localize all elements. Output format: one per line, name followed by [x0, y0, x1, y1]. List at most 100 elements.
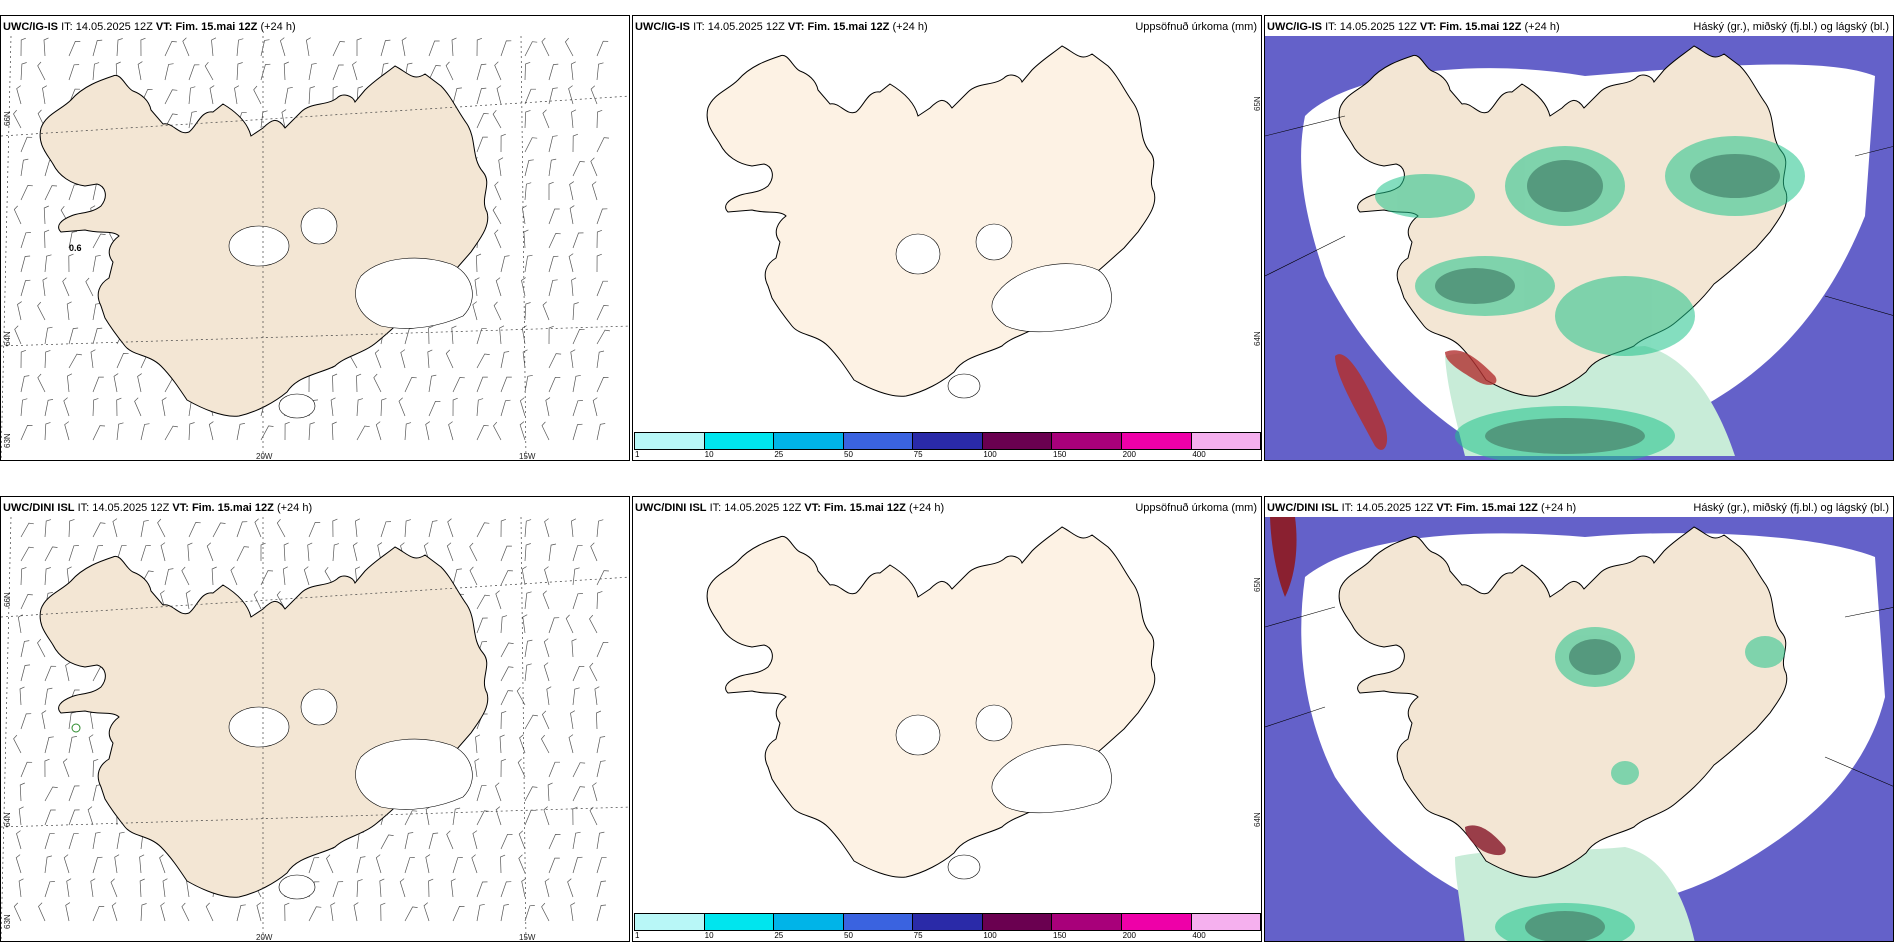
lat-label-66n: 66N — [3, 111, 12, 126]
wind-barb — [499, 734, 505, 754]
wind-barb — [68, 327, 79, 345]
colorbar-ticks: 1 10 25 50 75 100 150 200 400 — [634, 450, 1261, 460]
wind-barb — [542, 590, 550, 610]
wind-barb — [92, 784, 102, 802]
wind-barb — [211, 37, 217, 57]
wind-barb — [332, 64, 344, 81]
wind-barb — [500, 518, 507, 538]
colorbar-tick-label: 10 — [704, 450, 714, 459]
wind-barb — [42, 277, 48, 297]
colorbar-swatch — [912, 432, 982, 450]
wind-barb — [548, 617, 560, 634]
wind-barb — [500, 545, 512, 562]
wind-barb — [500, 642, 514, 658]
lat-label-63n: 63N — [3, 914, 12, 929]
wind-barb — [303, 566, 310, 586]
wind-barb — [596, 904, 607, 922]
wind-barb — [164, 568, 174, 586]
colorbar-swatch — [773, 432, 843, 450]
wind-barb — [20, 398, 28, 417]
wind-barb — [37, 61, 46, 81]
wind-barb — [404, 327, 415, 345]
wind-barb — [352, 542, 358, 562]
wind-barb — [572, 302, 579, 321]
wind-barb — [284, 421, 290, 441]
wind-barb — [44, 350, 51, 369]
wind-barb — [68, 353, 82, 369]
wind-barb — [548, 208, 560, 225]
wind-barb — [547, 782, 553, 802]
wind-barb — [20, 136, 33, 153]
colorbar-tick-label: 50 — [844, 931, 853, 940]
wind-barb — [524, 110, 531, 129]
wind-barb — [68, 64, 80, 81]
wind-barb — [139, 878, 145, 898]
wind-barb — [590, 85, 598, 105]
precip-colorbar — [634, 913, 1261, 931]
wind-barb — [380, 521, 392, 538]
wind-barb — [44, 422, 51, 441]
wind-barb — [524, 88, 536, 105]
wind-barb — [62, 758, 70, 778]
wind-barb — [404, 810, 418, 826]
wind-barb — [500, 615, 508, 634]
wind-barb — [188, 422, 195, 441]
precip-map — [706, 45, 1156, 399]
wind-barb — [20, 279, 31, 297]
colorbar-tick-label: 75 — [913, 931, 923, 940]
wind-barb — [548, 233, 561, 249]
wind-barb — [565, 614, 574, 634]
wind-barb — [208, 421, 214, 441]
wind-barb — [139, 854, 145, 874]
wind-barb — [260, 542, 266, 561]
colorbar-swatch — [842, 913, 913, 931]
wind-barb — [428, 400, 441, 417]
wind-barb — [332, 373, 338, 393]
wind-barb — [159, 854, 166, 874]
wind-barb — [188, 64, 200, 81]
wind-barb — [572, 374, 581, 393]
wind-barb — [236, 38, 244, 57]
wind-barb — [68, 40, 81, 57]
wind-barb — [541, 421, 550, 441]
wind-barb — [88, 734, 94, 754]
colorbar-tick-label: 200 — [1122, 931, 1137, 940]
cloud-map-panel-row1: UWC/IG-IS IT: 14.05.2025 12Z VT: Fim. 15… — [1264, 15, 1894, 461]
wind-barb — [68, 545, 79, 562]
wind-barb — [260, 39, 270, 57]
wind-barb — [20, 664, 31, 682]
wind-barb — [308, 422, 315, 441]
wind-barb — [68, 88, 81, 105]
wind-barb — [92, 905, 105, 922]
wind-barb — [494, 229, 502, 249]
wind-barb — [356, 373, 362, 393]
wind-barb — [116, 38, 123, 57]
wind-barb — [13, 734, 22, 754]
colorbar-swatch — [981, 432, 1052, 450]
wind-barb — [20, 713, 32, 730]
wind-barb — [596, 641, 609, 658]
wind-barb — [572, 423, 583, 441]
wind-barb — [352, 61, 358, 81]
wind-barb — [596, 710, 602, 730]
wind-barb — [541, 37, 550, 57]
wind-barb — [140, 903, 147, 922]
panel-header: UWC/IG-IS IT: 14.05.2025 12Z VT: Fim. 15… — [635, 21, 928, 33]
wind-barb — [495, 590, 502, 610]
wind-barb — [137, 373, 142, 393]
wind-barb — [212, 522, 226, 538]
wind-barb — [570, 61, 576, 81]
wind-barb — [205, 902, 214, 922]
wind-barb — [474, 277, 480, 297]
lat-label-66n: 66N — [3, 592, 12, 607]
wind-barb — [476, 37, 483, 57]
wind-barb — [110, 878, 118, 898]
wind-barb — [306, 37, 311, 57]
wind-barb — [162, 878, 168, 898]
wind-barb — [187, 542, 193, 562]
wind-barb — [596, 519, 604, 538]
wind-barb — [452, 906, 465, 922]
wind-barb — [355, 518, 360, 538]
wind-barb — [281, 109, 287, 129]
wind-barb — [524, 786, 538, 802]
